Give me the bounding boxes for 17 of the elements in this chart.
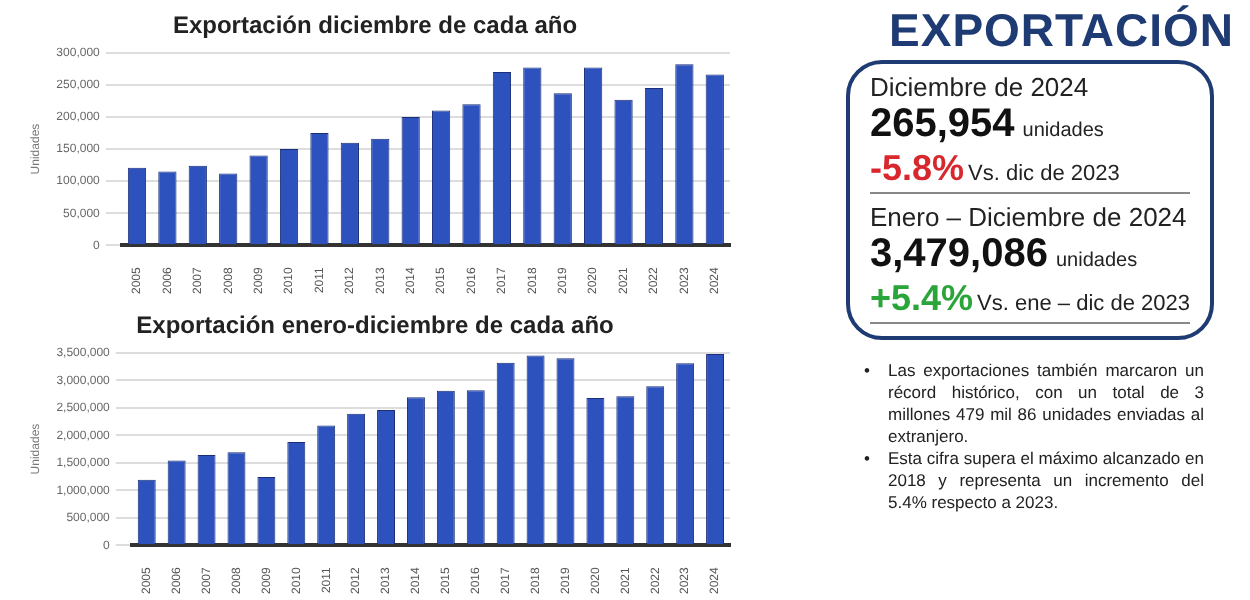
text: unidades bbox=[1022, 120, 1104, 142]
text: 3,479,086 bbox=[870, 232, 1048, 276]
text: • bbox=[864, 448, 872, 472]
text: Vs. dic de 2023 bbox=[968, 162, 1120, 186]
text: Diciembre de 2024 bbox=[870, 72, 1091, 102]
text: 265,954 bbox=[870, 102, 1015, 146]
text: +5.4% bbox=[870, 278, 974, 318]
text: Las exportaciones también marcaron un récord histórico, con un total de 3 millones 479 mil 86 unidades enviadas al extranjero. bbox=[888, 360, 1204, 448]
text: Esta cifra supera el máximo alcanzado en 2018 y representa un incremento del 5.4% respecto a 2023. bbox=[888, 448, 1204, 514]
chart-title: Exportación enero-diciembre de cada año bbox=[136, 311, 614, 340]
chart-title: Exportación diciembre de cada año bbox=[172, 11, 578, 40]
text: unidades bbox=[1055, 250, 1138, 272]
text: Enero – Diciembre de 2024 bbox=[870, 202, 1189, 232]
text: EXPORTACIÓN bbox=[889, 4, 1234, 56]
text: • bbox=[864, 360, 872, 384]
text: Vs. ene – dic de 2023 bbox=[977, 292, 1190, 316]
text: -5.8% bbox=[870, 148, 965, 188]
